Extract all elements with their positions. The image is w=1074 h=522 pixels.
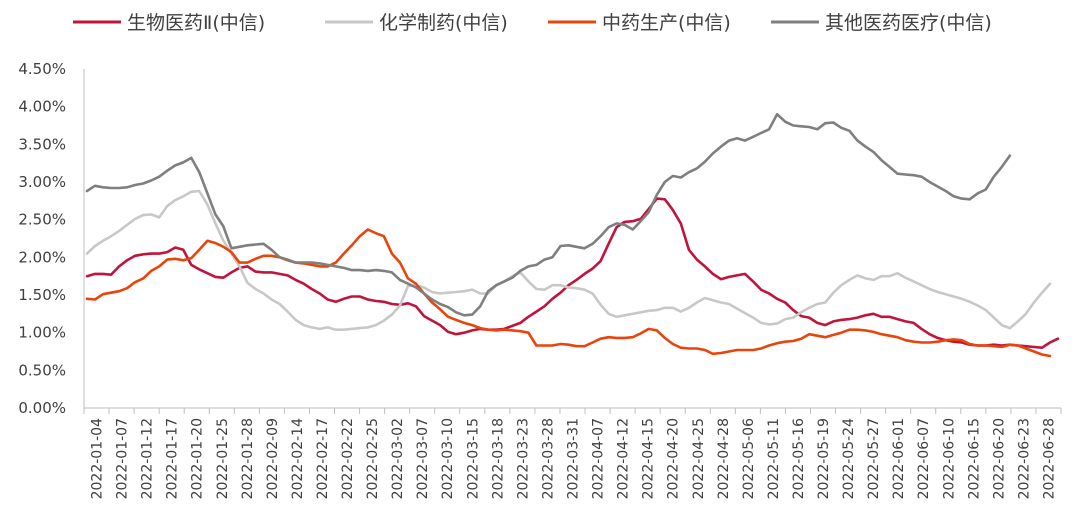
y-tick-label: 1.50%: [18, 286, 66, 304]
x-tick-label: 2022-06-01: [891, 418, 907, 499]
x-tick-label: 2022-04-15: [641, 418, 657, 499]
x-tick-label: 2022-01-17: [165, 418, 181, 499]
x-axis: 2022-01-04 2022-01-07 2022-01-12 2022-01-17…: [83, 407, 1062, 499]
x-tick-label: 2022-02-17: [315, 418, 331, 499]
x-tick-label: 2022-05-11: [766, 418, 782, 499]
x-tick-label: 2022-05-27: [866, 418, 882, 499]
x-tick-label: 2022-04-20: [666, 418, 682, 499]
x-tick-label: 2022-01-04: [90, 418, 106, 499]
x-tick-label: 2022-02-22: [340, 418, 356, 499]
x-tick-label: 2022-04-25: [691, 418, 707, 499]
x-tick-label: 2022-06-28: [1041, 418, 1057, 499]
legend-label-4: 其他医药医疗(中信): [825, 12, 992, 34]
x-tick-label: 2022-04-12: [616, 418, 632, 499]
x-tick-label: 2022-01-12: [140, 418, 156, 499]
x-tick-label: 2022-05-16: [791, 418, 807, 499]
x-tick-label: 2022-04-28: [716, 418, 732, 499]
x-tick-label: 2022-02-09: [265, 418, 281, 499]
y-tick-label: 1.00%: [18, 324, 66, 342]
y-tick-label: 2.50%: [18, 211, 66, 229]
legend-label-1: 生物医药Ⅱ(中信): [127, 12, 265, 34]
x-tick-label: 2022-03-02: [390, 418, 406, 499]
x-tick-label: 2022-03-18: [490, 418, 506, 499]
x-tick-label: 2022-02-25: [365, 418, 381, 499]
legend-label-3: 中药生产(中信): [602, 12, 731, 34]
plot-area: [85, 112, 1060, 358]
x-tick-label: 2022-04-07: [591, 418, 607, 499]
x-tick-label: 2022-01-25: [215, 418, 231, 499]
y-tick-label: 3.00%: [18, 173, 66, 191]
y-tick-label: 4.50%: [18, 60, 66, 78]
series-line-2: [85, 189, 1052, 331]
x-tick-label: 2022-06-07: [916, 418, 932, 499]
y-tick-label: 4.00%: [18, 98, 66, 116]
x-tick-label: 2022-02-14: [290, 418, 306, 499]
x-tick-label: 2022-01-28: [240, 418, 256, 499]
x-tick-label: 2022-06-15: [966, 418, 982, 499]
y-tick-label: 2.00%: [18, 248, 66, 266]
x-tick-label: 2022-03-15: [465, 418, 481, 499]
x-tick-label: 2022-03-07: [415, 418, 431, 499]
x-tick-label: 2022-01-07: [115, 418, 131, 499]
x-tick-label: 2022-06-23: [1016, 418, 1032, 499]
legend: 生物医药Ⅱ(中信) 化学制药(中信) 中药生产(中信) 其他医药医疗(中信): [73, 12, 992, 34]
x-tick-label: 2022-03-28: [540, 418, 556, 499]
x-tick-label: 2022-01-20: [190, 418, 206, 499]
x-tick-label: 2022-05-24: [841, 418, 857, 499]
y-axis: 0.00% 0.50% 1.00% 1.50% 2.00% 2.50% 3.00% 3.50%…: [18, 60, 85, 417]
x-tick-label: 2022-05-19: [816, 418, 832, 499]
series-line-4: [85, 112, 1012, 317]
x-tick-label: 2022-03-10: [440, 418, 456, 499]
x-tick-label: 2022-06-10: [941, 418, 957, 499]
y-tick-label: 3.50%: [18, 135, 66, 153]
y-tick-label: 0.50%: [18, 361, 66, 379]
x-tick-label: 2022-06-20: [991, 418, 1007, 499]
x-tick-label: 2022-03-31: [566, 418, 582, 499]
y-tick-label: 0.00%: [18, 399, 66, 417]
series-line-3: [85, 228, 1052, 358]
x-tick-label: 2022-03-23: [515, 418, 531, 499]
x-tick-label: 2022-05-06: [741, 418, 757, 499]
series-line-1: [85, 197, 1060, 349]
legend-label-2: 化学制药(中信): [379, 12, 508, 34]
